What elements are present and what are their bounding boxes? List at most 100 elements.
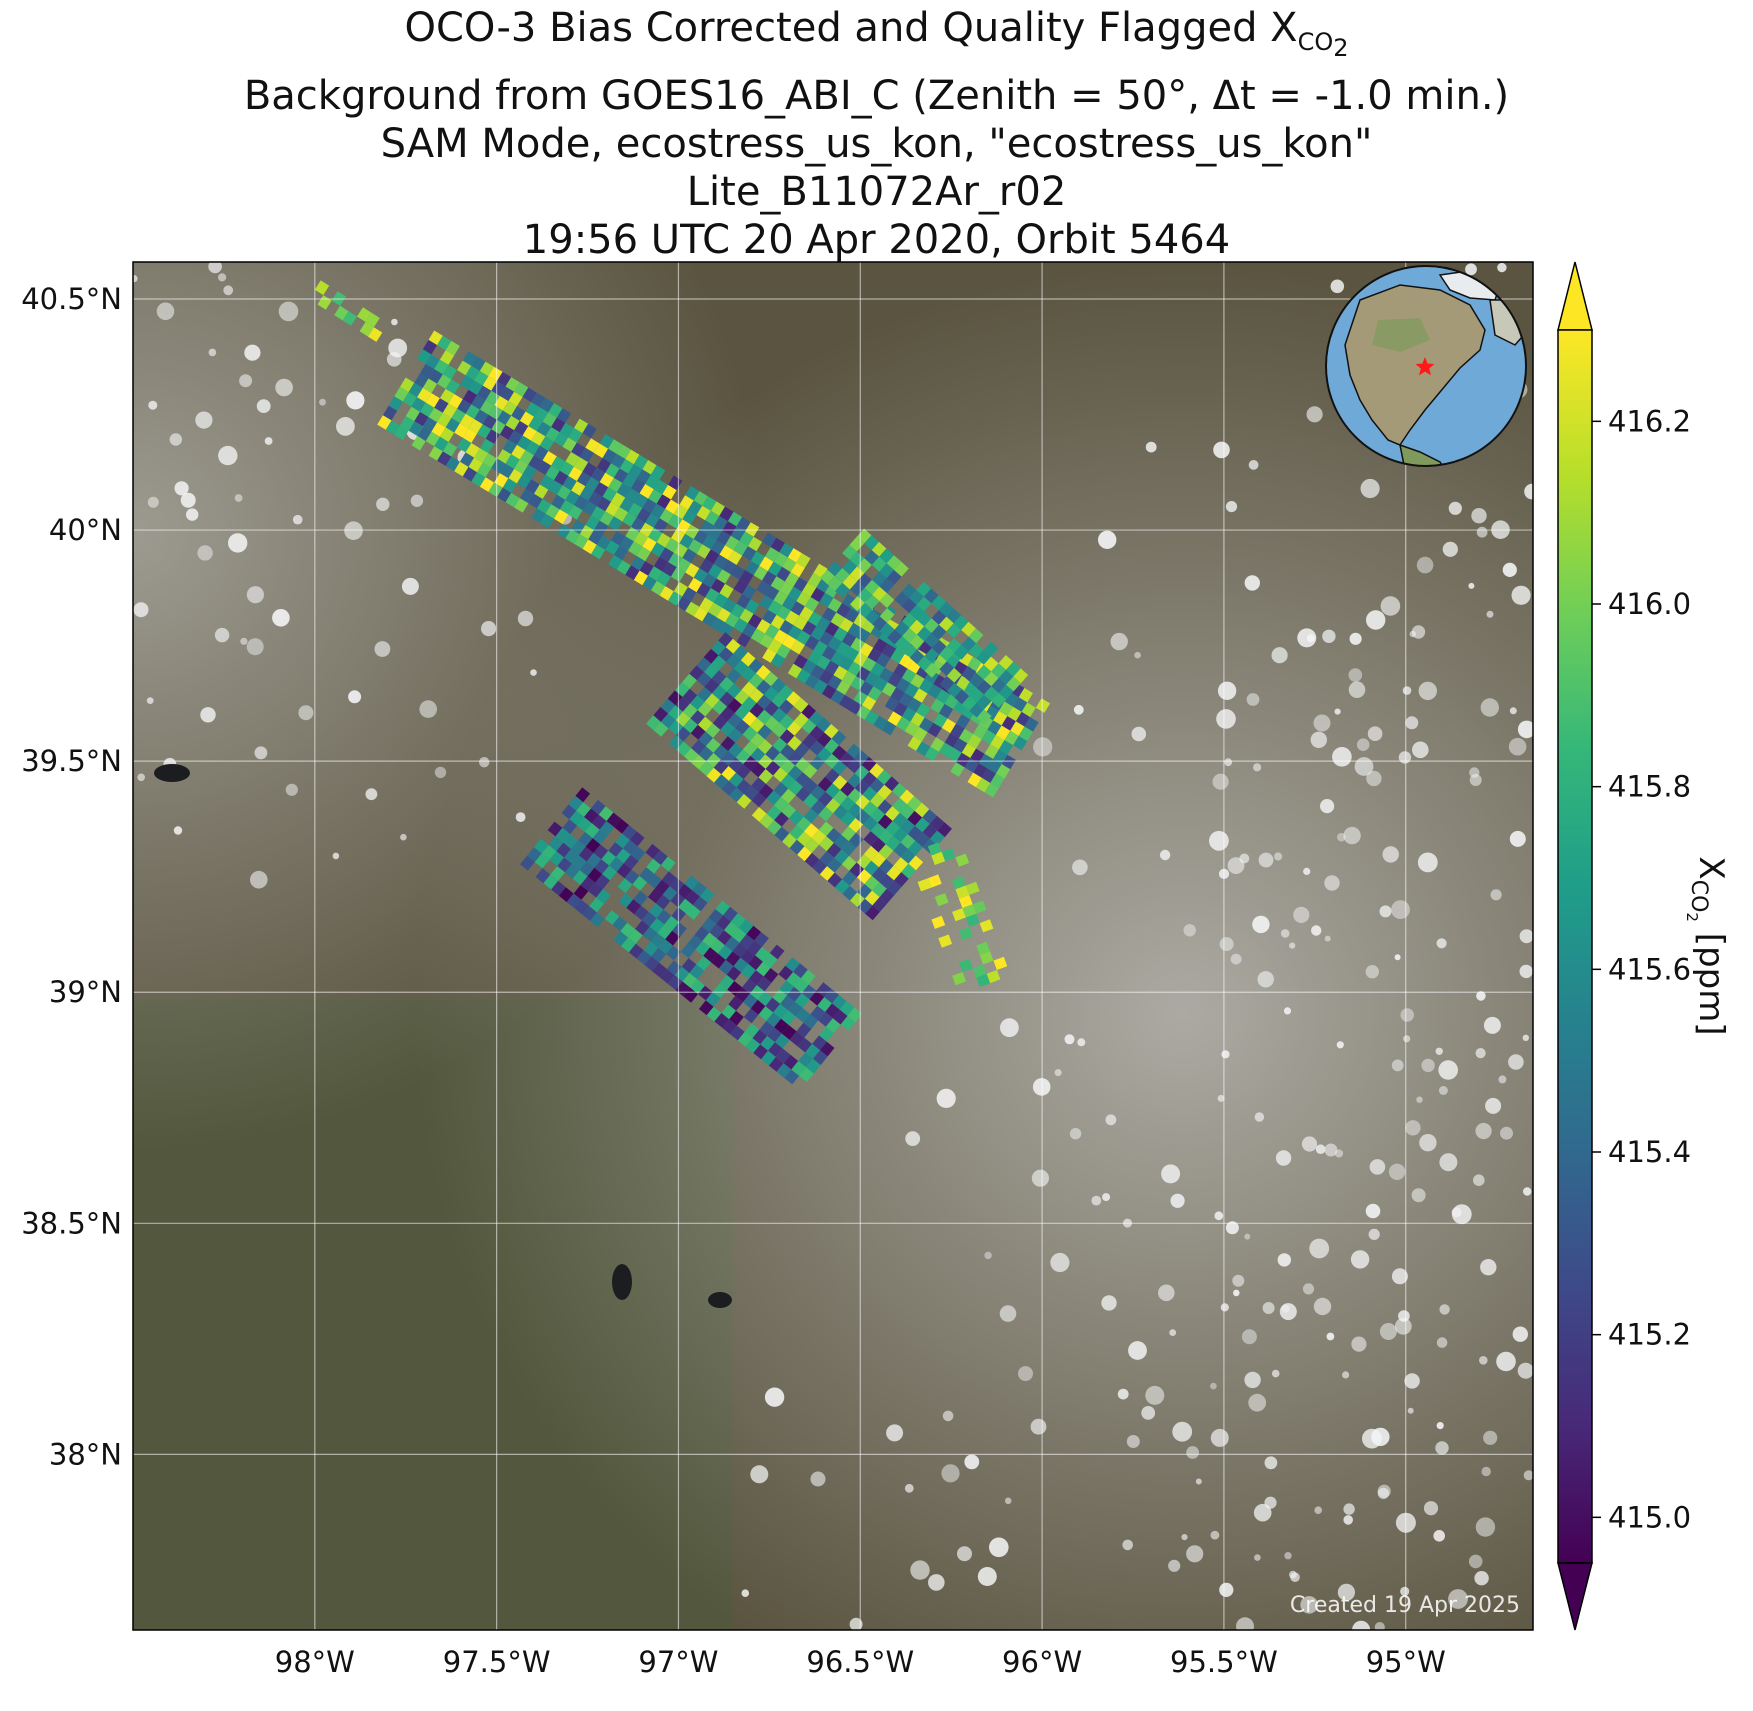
- cloud-puff: [1271, 1369, 1280, 1378]
- sounding-cell: [941, 848, 956, 862]
- cloud-puff: [1366, 610, 1386, 630]
- sounding-cell: [976, 679, 992, 695]
- sounding-cell: [405, 406, 420, 422]
- cloud-puff: [292, 514, 303, 525]
- sounding-cell: [839, 752, 855, 767]
- sounding-cell: [785, 957, 800, 972]
- sounding-cell: [569, 810, 584, 826]
- cloud-puff: [218, 273, 227, 282]
- cloud-puff: [1433, 1530, 1445, 1542]
- sounding-cell: [850, 676, 865, 691]
- sounding-cell: [826, 828, 842, 843]
- lon-tick-label: 96°W: [1002, 1645, 1082, 1679]
- sounding-cell: [582, 423, 597, 439]
- sounding-cell: [788, 810, 804, 825]
- sounding-cell: [536, 499, 552, 514]
- cloud-puff: [1348, 668, 1363, 682]
- sounding-cell: [1001, 754, 1016, 770]
- sounding-cell: [833, 627, 848, 642]
- cloud-puff: [1313, 714, 1331, 732]
- sounding-cell: [437, 374, 452, 389]
- sounding-cell: [817, 776, 833, 792]
- cloud-puff: [1483, 1016, 1501, 1034]
- sounding-cell: [847, 661, 862, 677]
- sounding-cell: [690, 695, 705, 711]
- sounding-cell: [565, 452, 580, 467]
- sounding-cell: [548, 403, 563, 418]
- sounding-cell: [968, 628, 984, 644]
- sounding-cell: [784, 572, 800, 587]
- cloud-puff: [1072, 859, 1088, 876]
- sounding-cell: [773, 629, 788, 644]
- sounding-cell: [774, 811, 789, 827]
- sounding-cell: [719, 583, 734, 599]
- cloud-puff: [1509, 707, 1517, 715]
- sounding-cell: [719, 974, 735, 990]
- sounding-cell: [716, 607, 731, 623]
- sounding-cell: [859, 642, 874, 658]
- sounding-cell: [848, 803, 863, 818]
- sounding-cell: [474, 448, 489, 463]
- sounding-cell: [931, 595, 947, 610]
- sounding-cell: [987, 720, 1002, 735]
- sounding-cell: [642, 575, 657, 591]
- sounding-cell: [824, 738, 839, 754]
- sounding-cell: [585, 515, 600, 531]
- cloud-puff: [208, 262, 222, 274]
- cloud-puff: [1486, 610, 1494, 618]
- sounding-cell: [1035, 698, 1051, 713]
- sounding-cell: [961, 696, 977, 711]
- lon-tick-label: 97°W: [638, 1645, 718, 1679]
- cloud-puff: [249, 870, 268, 889]
- cloud-puff: [1377, 1487, 1390, 1500]
- sounding-cell: [796, 816, 812, 832]
- sounding-cell: [953, 615, 969, 630]
- sounding-cell: [624, 869, 640, 885]
- cloud-puff: [1407, 1407, 1414, 1414]
- sounding-cell: [562, 437, 577, 452]
- cloud-puff: [1172, 1421, 1193, 1442]
- sounding-cell: [846, 758, 862, 774]
- map-frame: [132, 261, 1534, 1631]
- cloud-puff: [1337, 1583, 1355, 1601]
- cloud-puff: [1391, 900, 1410, 919]
- sounding-cell: [729, 1010, 744, 1026]
- sounding-cell: [482, 376, 497, 391]
- cloud-puff: [410, 494, 424, 507]
- sounding-cell: [913, 688, 928, 703]
- cloud-puff: [1303, 867, 1311, 876]
- sounding-cell: [722, 521, 737, 536]
- sounding-cell: [749, 970, 764, 986]
- sounding-cell: [873, 638, 888, 653]
- cloud-puff: [1448, 501, 1462, 515]
- sounding-cell: [616, 560, 631, 575]
- sounding-cell: [947, 747, 962, 763]
- sounding-cell: [959, 926, 973, 940]
- sounding-cell: [554, 432, 569, 447]
- sounding-cell: [867, 686, 882, 701]
- sounding-cell: [531, 508, 546, 523]
- sounding-cell: [780, 744, 795, 759]
- cloud-puff: [208, 348, 217, 357]
- cloud-puff: [1490, 889, 1502, 901]
- sounding-cell: [616, 848, 631, 864]
- sounding-cell: [710, 501, 725, 516]
- sounding-cell: [954, 689, 970, 705]
- sounding-cell: [682, 509, 697, 525]
- sounding-cell: [697, 686, 712, 702]
- sounding-cell: [831, 745, 847, 761]
- sounding-cell: [425, 354, 440, 370]
- cloud-puff: [1275, 1150, 1292, 1166]
- sounding-cell: [822, 607, 837, 622]
- sounding-cell: [368, 327, 383, 342]
- sounding-cell: [568, 466, 583, 482]
- sounding-cell: [682, 688, 698, 704]
- sounding-cell: [910, 673, 925, 689]
- sounding-cell: [802, 582, 817, 597]
- sounding-cell: [465, 443, 480, 458]
- sounding-cell: [681, 958, 697, 973]
- sounding-cell: [1013, 735, 1028, 751]
- sounding-cell: [479, 361, 495, 377]
- sounding-cell: [591, 506, 606, 521]
- sounding-cell: [959, 958, 973, 972]
